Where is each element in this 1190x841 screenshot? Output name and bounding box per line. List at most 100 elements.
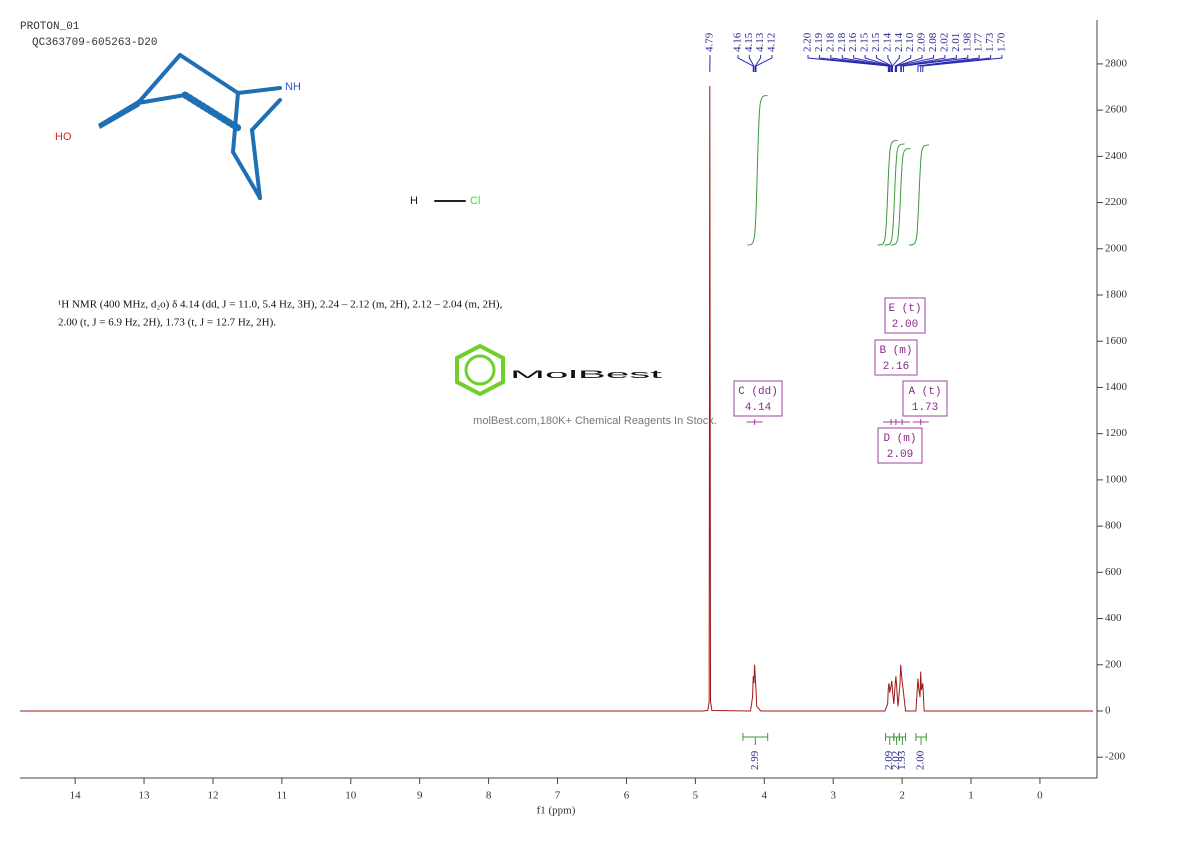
y-tick-label: 1000 [1105,473,1128,485]
integral-curve [877,140,898,246]
bond [136,53,182,105]
atom-label: NH [285,81,301,93]
y-tick-label: 2400 [1105,150,1128,162]
x-tick-label: 1 [968,790,974,802]
y-tick-label: 2000 [1105,242,1128,254]
x-tick-label: 13 [139,790,151,802]
watermark-logo [455,343,505,397]
multiplet-shift: 4.14 [745,402,772,414]
nmr-description: 2.00 (t, J = 6.9 Hz, 2H), 1.73 (t, J = 1… [58,317,276,329]
x-tick-label: 8 [486,790,492,802]
peak-label: 2.15 [859,32,871,52]
watermark-tagline: molBest.com,180K+ Chemical Reagents In S… [473,415,717,427]
bond [231,91,240,154]
multiplet-box [902,380,948,417]
peak-label: 2.01 [950,33,962,52]
bond [181,91,242,132]
bond [136,93,187,105]
integral-label: 1.93 [896,750,908,770]
x-tick-label: 12 [207,790,218,802]
x-tick-label: 4 [762,790,768,802]
bond [250,128,262,200]
logo-ring [464,354,496,386]
peak-connector [895,55,923,72]
peak-label: 2.10 [904,32,916,52]
x-tick-label: 11 [277,790,288,802]
peak-connector [900,55,957,72]
peak-label: 1.77 [973,32,985,52]
x-tick-label: 14 [70,790,82,802]
multiplet-shift: 1.73 [912,402,938,414]
y-tick-label: 1200 [1105,427,1128,439]
peak-label: 2.14 [893,32,905,52]
y-tick-label: 1600 [1105,335,1128,347]
bond [250,98,282,132]
peak-connector [891,55,900,72]
peak-connector [920,55,992,72]
watermark-brand: MolBest [510,369,662,381]
multiplet-box [733,380,783,417]
x-tick-label: 2 [899,790,905,802]
peak-connector [902,55,969,72]
bond [178,53,240,95]
integral-label: 2.02 [890,751,902,770]
peak-label: 2.18 [824,32,836,52]
x-tick-label: 0 [1037,790,1043,802]
peak-label: 1.70 [996,32,1008,52]
x-tick-label: 5 [693,790,699,802]
atom-label: HO [55,131,72,143]
peak-label: 2.02 [938,33,950,52]
x-tick-label: 9 [417,790,423,802]
y-tick-label: 400 [1105,612,1122,624]
peak-label: 4.15 [743,32,755,52]
y-tick-label: 1800 [1105,289,1128,301]
integral-curve [884,143,905,246]
peak-label: 2.09 [916,32,928,52]
y-tick-label: 2600 [1105,104,1128,116]
peak-label: 2.14 [881,32,893,52]
multiplet-shift: 2.09 [887,449,913,461]
x-tick-label: 7 [555,790,561,802]
multiplet-box [877,427,923,464]
multiplet-box [884,297,926,334]
bond [231,150,262,200]
peak-connector [755,55,773,72]
integral-curve [909,144,930,246]
atom-label: Cl [470,195,480,207]
peak-label: 2.16 [847,32,859,52]
peak-label: 1.73 [984,32,996,52]
multiplet-name: E (t) [888,303,921,315]
x-tick-label: 6 [624,790,630,802]
nmr-description: ¹H NMR (400 MHz, d₂o) δ 4.14 (dd, J = 11… [58,299,503,311]
y-tick-label: -200 [1105,751,1126,763]
peak-label: 4.16 [732,32,744,52]
y-tick-label: 200 [1105,658,1122,670]
y-tick-label: 2800 [1105,57,1128,69]
y-tick-label: 1400 [1105,381,1128,393]
peak-connector [896,55,935,72]
multiplet-shift: 2.00 [892,319,918,331]
integral-label: 2.09 [883,750,895,770]
molecule [98,53,466,202]
peak-label: 2.15 [870,32,882,52]
y-tick-label: 0 [1105,705,1111,717]
peak-label: 2.18 [836,32,848,52]
chart-title: PROTON_01 [20,21,80,33]
bond [236,86,282,95]
logo-hexagon [455,343,505,397]
peak-connector [894,55,912,72]
peak-label: 4.12 [765,33,777,52]
multiplet-name: B (m) [879,345,912,357]
peak-label: 2.19 [813,32,825,52]
peak-connector [900,55,946,72]
peak-connector [917,55,980,72]
y-tick-label: 800 [1105,520,1122,532]
peak-connector [853,55,892,72]
atom-label: H [410,195,418,207]
peak-connector [922,55,1003,72]
y-tick-label: 2200 [1105,196,1128,208]
multiplet-name: D (m) [883,433,916,445]
peak-connector [818,55,890,72]
